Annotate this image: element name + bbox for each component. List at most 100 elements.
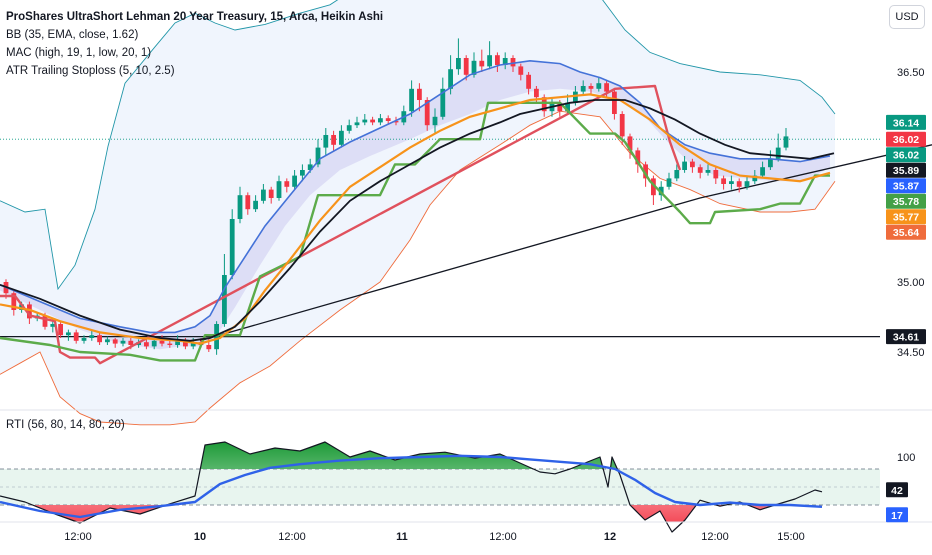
bb-lower-line	[0, 110, 836, 426]
candle-body	[354, 122, 360, 126]
candle-body	[713, 170, 719, 179]
candle-body	[11, 293, 17, 310]
candle-body	[557, 102, 563, 112]
candle-body	[518, 66, 524, 75]
candle-body	[292, 175, 297, 187]
price-badge	[886, 131, 926, 147]
price-badge-label: 35.77	[893, 212, 919, 224]
rti-badge	[886, 507, 908, 523]
candle-body	[97, 335, 102, 343]
candle-body	[253, 200, 258, 210]
candle-body	[471, 60, 477, 75]
trendline	[199, 144, 932, 342]
candle-body	[510, 58, 516, 67]
chart-title: ProShares UltraShort Lehman 20 Year Trea…	[6, 11, 384, 23]
ema-line	[0, 93, 831, 345]
candle-body	[151, 340, 157, 347]
indicator-atr-label: ATR Trailing Stoploss (5, 10, 2.5)	[6, 65, 175, 77]
candle-body	[370, 119, 375, 123]
time-tick-label: 15:00	[777, 531, 805, 543]
candle-body	[261, 189, 266, 201]
price-tick-label: 35.00	[897, 277, 925, 289]
time-tick-label: 12:00	[278, 531, 306, 543]
candle-body	[66, 332, 71, 336]
candle-body	[339, 130, 344, 145]
currency-button[interactable]: USD	[889, 5, 925, 29]
price-badge	[886, 178, 926, 194]
candle-body	[541, 97, 547, 112]
rti-badge-label: 17	[891, 510, 903, 522]
candle-body	[120, 340, 126, 344]
candle-body	[487, 55, 492, 67]
candle-body	[463, 58, 469, 75]
candle-body	[666, 178, 672, 187]
candle-body	[619, 114, 625, 137]
axes: 36.50 35.00 34.50 36.14 36.02 36.02 35.89 35.87…	[0, 67, 932, 543]
candle-body	[245, 195, 251, 210]
rti-line	[0, 441, 823, 533]
candle-body	[424, 100, 430, 126]
candle-body	[276, 181, 282, 198]
candle-body	[440, 88, 446, 117]
time-tick-label: 11	[396, 531, 408, 543]
candle-body	[190, 342, 196, 347]
price-badge-label: 35.87	[893, 181, 919, 193]
candle-body	[612, 91, 617, 114]
candle-body	[526, 74, 531, 89]
candle-body	[222, 275, 227, 324]
candle-body	[565, 102, 570, 112]
candle-body	[323, 135, 329, 148]
candle-body	[183, 340, 188, 347]
time-tick-label: 12	[604, 531, 616, 543]
candle-body	[775, 147, 781, 159]
candle-body	[362, 119, 368, 123]
candle-body	[144, 342, 149, 347]
candle-body	[315, 147, 321, 165]
candle-body	[417, 88, 422, 100]
price-badge	[886, 193, 926, 209]
candle-body	[705, 170, 711, 173]
rti-signal-line	[0, 454, 823, 519]
candle-body	[393, 121, 399, 123]
candle-body	[237, 195, 243, 219]
candle-body	[206, 345, 212, 350]
candle-body	[604, 83, 609, 92]
candle-body	[27, 304, 32, 319]
candle-body	[643, 164, 648, 179]
price-tick-label: 36.50	[897, 67, 925, 79]
candle-body	[300, 170, 305, 176]
price-badge	[886, 114, 926, 130]
price-badge-label: 36.02	[893, 150, 919, 162]
candle-body	[588, 86, 594, 89]
price-badge-label: 36.14	[893, 117, 919, 129]
candle-body	[697, 167, 703, 173]
candle-body	[89, 335, 95, 338]
candle-body	[736, 181, 742, 187]
candle-body	[721, 178, 726, 184]
candle-body	[175, 340, 180, 345]
rti-legend: RTI (56, 80, 14, 80, 20)	[6, 419, 125, 431]
price-badge	[886, 147, 926, 163]
candle-body	[42, 315, 48, 327]
candle-body	[112, 339, 118, 344]
candle-body	[81, 338, 87, 341]
rti-badge-label: 42	[891, 485, 903, 497]
candle-body	[783, 136, 789, 148]
mac-fill	[0, 60, 830, 350]
time-tick-label: 12:00	[64, 531, 92, 543]
time-tick-label: 10	[194, 531, 206, 543]
candle-body	[58, 324, 63, 336]
time-tick-label: 12:00	[701, 531, 729, 543]
candle-body	[19, 304, 24, 310]
candle-body	[651, 178, 656, 196]
candle-body	[214, 324, 219, 350]
price-badge-label: 35.89	[893, 165, 919, 177]
rti-tick-label: 100	[897, 452, 915, 464]
candle-body	[268, 189, 274, 198]
candle-body	[479, 60, 485, 67]
candle-body	[690, 161, 695, 168]
rti-overbought-fill	[0, 442, 822, 469]
indicator-bb-label: BB (35, EMA, close, 1.62)	[6, 29, 139, 41]
